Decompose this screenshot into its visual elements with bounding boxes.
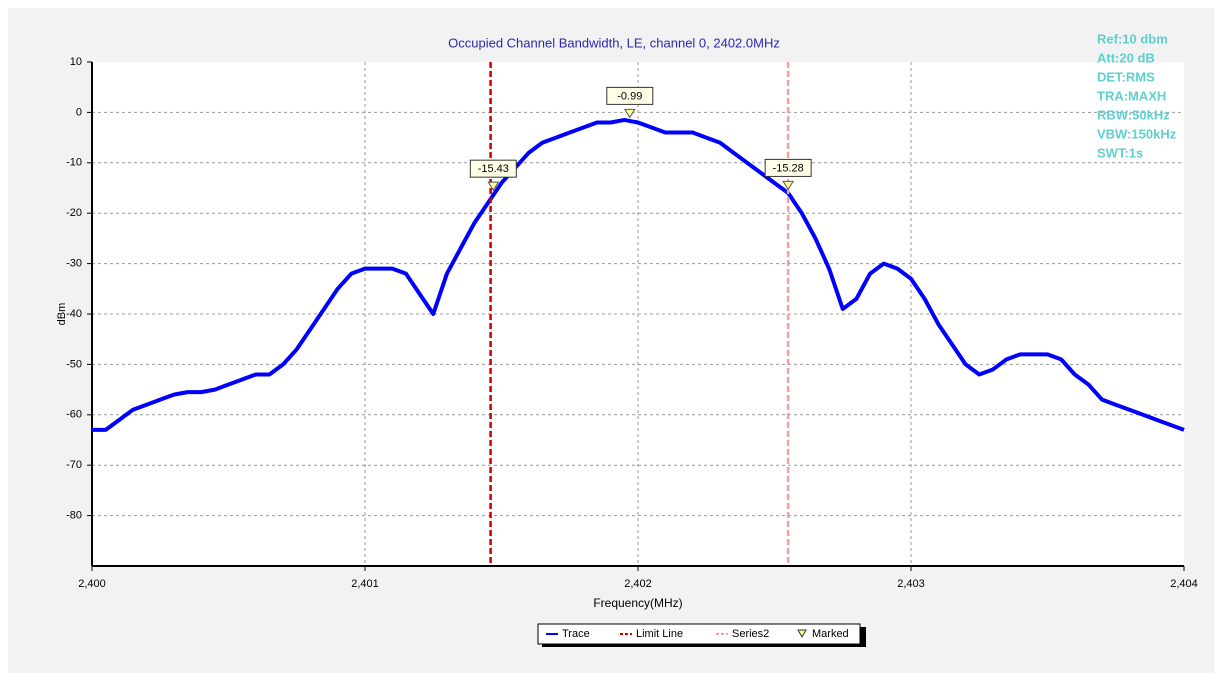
marker (623, 108, 636, 119)
info-text: SWT:1s (1097, 145, 1143, 160)
info-text: Ref:10 dbm (1097, 31, 1168, 46)
info-text: Att:20 dB (1097, 50, 1155, 65)
x-tick-label: 2,400 (78, 578, 106, 590)
info-text: RBW:50kHz (1097, 107, 1170, 122)
y-tick-label: -30 (66, 258, 82, 270)
y-tick-label: -50 (66, 358, 82, 370)
legend-box (537, 623, 861, 645)
x-tick-label: 2,401 (351, 578, 379, 590)
x-tick-label: 2,402 (624, 578, 652, 590)
legend-label: Limit Line (636, 628, 683, 640)
marker-label-box (606, 86, 654, 105)
marker (782, 180, 795, 191)
y-tick-label: -10 (66, 157, 82, 169)
y-axis-label: dBm (56, 303, 68, 326)
marker-label-box (469, 159, 517, 178)
y-tick-label: -40 (66, 308, 82, 320)
legend-label: Marked (812, 628, 849, 640)
legend-label: Trace (562, 628, 590, 640)
y-tick-label: -80 (66, 510, 82, 522)
marker-label: -15.43 (478, 163, 509, 175)
y-tick-label: -60 (66, 409, 82, 421)
marker (487, 181, 500, 192)
trace-line (92, 117, 1185, 432)
x-tick-label: 2,404 (1170, 578, 1198, 590)
info-text: TRA:MAXH (1097, 88, 1166, 103)
y-tick-label: 0 (76, 106, 82, 118)
info-text: DET:RMS (1097, 69, 1155, 84)
y-tick-label: -20 (66, 207, 82, 219)
marker-label: -15.28 (773, 162, 804, 174)
legend-label: Series2 (732, 628, 769, 640)
marker-label-box (764, 158, 812, 177)
info-text: VBW:150kHz (1097, 126, 1177, 141)
x-tick-label: 2,403 (897, 578, 925, 590)
legend-symbol (797, 629, 807, 639)
marker-label: -0.99 (617, 90, 642, 102)
x-axis-label: Frequency(MHz) (593, 596, 682, 610)
y-tick-label: 10 (70, 56, 82, 68)
y-tick-label: -70 (66, 459, 82, 471)
chart-title: Occupied Channel Bandwidth, LE, channel … (448, 35, 780, 50)
